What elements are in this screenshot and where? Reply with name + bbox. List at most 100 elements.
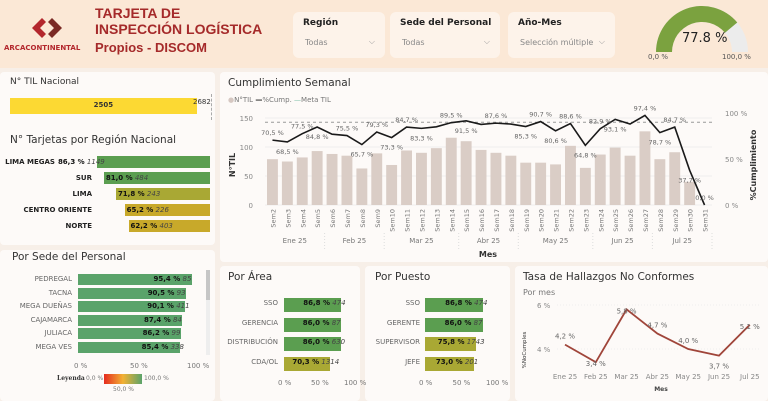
bar xyxy=(341,155,353,205)
row-label: GERENCIA xyxy=(241,318,278,327)
chevron-down-icon[interactable]: ⌵ xyxy=(483,37,490,46)
x-tick: Sem31 xyxy=(702,209,710,232)
bar xyxy=(430,148,442,205)
bar xyxy=(505,155,517,205)
bar xyxy=(128,220,210,232)
x-tick: Sem16 xyxy=(478,209,486,232)
x-tick: Sem8 xyxy=(359,209,367,228)
y2-tick: 0 % xyxy=(725,202,739,210)
legend-mid: 50,0 % xyxy=(113,386,134,393)
bar-value: 86,2 % 99 xyxy=(142,329,181,337)
til-title: N° TIL Nacional xyxy=(10,77,80,87)
point-label: 90,7 % xyxy=(529,111,552,119)
bar-value: 87,4 % 84 xyxy=(144,315,182,324)
weekly-title: Cumplimiento Semanal xyxy=(228,77,351,89)
y-tick: 4 % xyxy=(537,346,551,354)
x-tick: Abr 25 xyxy=(646,373,669,381)
month-label: Mar 25 xyxy=(409,237,433,245)
y-tick: 100 xyxy=(240,144,253,152)
gauge-min: 0,0 % xyxy=(648,53,669,61)
point-label: 93,1 % xyxy=(604,125,627,133)
row-label: PEDREGAL xyxy=(34,275,72,283)
bar xyxy=(609,147,621,205)
row-label: SUR xyxy=(75,174,92,182)
bar xyxy=(96,156,210,168)
x-tick: Sem13 xyxy=(433,209,441,232)
x-tick: Sem18 xyxy=(508,209,516,232)
tasa-chart: 4 % 6 % %NoCumples 4,2 % Ene 25 3,4 % Feb 25 5,… xyxy=(522,302,760,393)
x-tick: 0 % xyxy=(74,362,88,370)
x-tick: Sem28 xyxy=(657,209,665,232)
x-tick: 50 % xyxy=(452,379,471,387)
point-label: 84,7 % xyxy=(395,116,418,124)
x-tick: 100 % xyxy=(187,362,210,370)
x-tick: Mar 25 xyxy=(614,373,638,381)
filter-value: Todas xyxy=(305,38,328,47)
bar xyxy=(425,337,476,351)
bar xyxy=(296,157,308,205)
point-label: 0,0 % xyxy=(695,194,714,202)
puesto-title: Por Puesto xyxy=(375,271,431,283)
x-tick: Ene 25 xyxy=(553,373,577,381)
x-tick: Sem26 xyxy=(627,209,635,232)
x-tick: Sem15 xyxy=(463,209,471,232)
x-tick: Sem17 xyxy=(493,209,501,232)
point-label: 77,5 % xyxy=(291,123,314,131)
bar xyxy=(284,337,341,351)
point-label: 84,8 % xyxy=(306,133,329,141)
point-label: 4,7 % xyxy=(647,322,667,330)
legend-gradient xyxy=(104,374,142,384)
logo-text: ARCACONTINENTAL xyxy=(4,44,81,52)
chevron-down-icon[interactable]: ⌵ xyxy=(598,37,605,46)
x-tick: Feb 25 xyxy=(584,373,608,381)
y2-tick: 50 % xyxy=(725,156,743,164)
area-panel xyxy=(220,266,360,401)
chevron-down-icon[interactable]: ⌵ xyxy=(368,37,375,46)
gauge-value: 77.8 % xyxy=(682,31,728,46)
bar xyxy=(401,150,412,205)
x-tick: Sem19 xyxy=(523,209,531,232)
point-label: 4,0 % xyxy=(678,337,698,345)
x-tick: Sem10 xyxy=(389,209,397,232)
bar xyxy=(78,314,182,326)
y-tick: 50 xyxy=(244,173,253,181)
row-label: DISTRIBUCIÓN xyxy=(227,338,278,346)
bar xyxy=(490,152,502,205)
scrollbar-thumb[interactable] xyxy=(206,270,210,300)
row-label: CENTRO ORIENTE xyxy=(23,206,92,214)
area-title: Por Área xyxy=(228,271,273,283)
bar-value: 86,0 % 630 xyxy=(302,338,346,346)
filter-sede[interactable]: Sede del Personal Todas ⌵ xyxy=(390,12,500,58)
point-label: 80,6 % xyxy=(544,137,567,145)
filter-ano-mes[interactable]: Año-Mes Selección múltiple ⌵ xyxy=(508,12,615,58)
bar xyxy=(78,328,181,339)
bar xyxy=(684,181,696,205)
til-value: 2505 xyxy=(93,101,114,109)
row-label: MEGA DUEÑAS xyxy=(19,302,72,310)
bar xyxy=(267,159,278,205)
bar xyxy=(669,152,681,205)
x-axis-label: Mes xyxy=(654,386,668,393)
gauge xyxy=(656,5,748,52)
point-label: 78,7 % xyxy=(648,139,671,147)
y2-tick: 100 % xyxy=(725,110,748,118)
x-tick: Sem24 xyxy=(597,209,605,232)
row-label: CDA/OL xyxy=(251,357,278,366)
bar xyxy=(281,161,293,205)
bar xyxy=(103,172,210,184)
filter-region[interactable]: Región Todas ⌵ xyxy=(293,12,385,58)
page-title: TARJETA DE INSPECCIÓN LOGÍSTICA xyxy=(95,5,263,37)
tasa-panel xyxy=(515,266,768,401)
x-tick: Sem3 xyxy=(284,209,292,228)
puesto-panel xyxy=(365,266,510,401)
point-label: 85,3 % xyxy=(514,133,537,141)
point-label: 70,5 % xyxy=(261,129,284,137)
bar-value: 86,0 % 87 xyxy=(444,318,483,327)
filter-label: Año-Mes xyxy=(518,18,562,28)
row-label: LIMA xyxy=(72,190,92,198)
bar-value: 73,0 % 201 xyxy=(435,357,479,366)
bar-value: 86,0 % 87 xyxy=(302,318,341,327)
bar xyxy=(639,131,651,205)
x-tick: Sem23 xyxy=(582,209,590,232)
scrollbar[interactable] xyxy=(206,270,210,355)
